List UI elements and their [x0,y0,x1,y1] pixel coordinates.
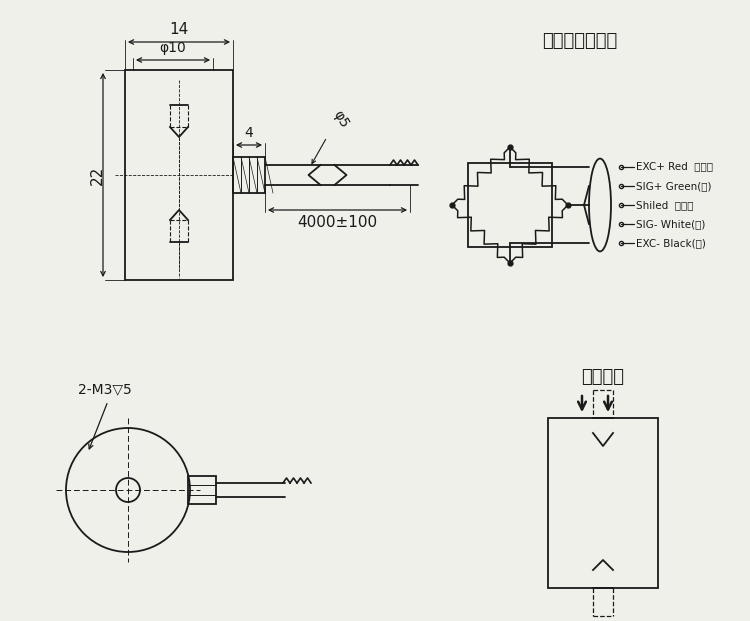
Bar [548,418,658,588]
Text: φ5: φ5 [330,107,351,130]
Text: EXC+ Red  （红）: EXC+ Red （红） [636,161,713,171]
Text: EXC- Black(黑): EXC- Black(黑) [636,238,706,248]
Text: 4000±100: 4000±100 [298,215,377,230]
Text: 14: 14 [170,22,189,37]
Text: φ10: φ10 [160,41,186,55]
Text: 2-M3▽5: 2-M3▽5 [78,382,132,396]
Text: 受力方式: 受力方式 [581,368,625,386]
Text: 压向正输出线序: 压向正输出线序 [542,32,618,50]
Bar [188,476,216,504]
Text: 22: 22 [89,165,104,184]
Text: SIG+ Green(绻): SIG+ Green(绻) [636,181,712,191]
Bar [125,70,233,280]
Text: SIG- White(白): SIG- White(白) [636,219,705,229]
Bar [233,157,265,193]
Text: Shiled  屏蔽线: Shiled 屏蔽线 [636,200,694,210]
Bar [468,163,552,247]
Text: 4: 4 [244,126,254,140]
